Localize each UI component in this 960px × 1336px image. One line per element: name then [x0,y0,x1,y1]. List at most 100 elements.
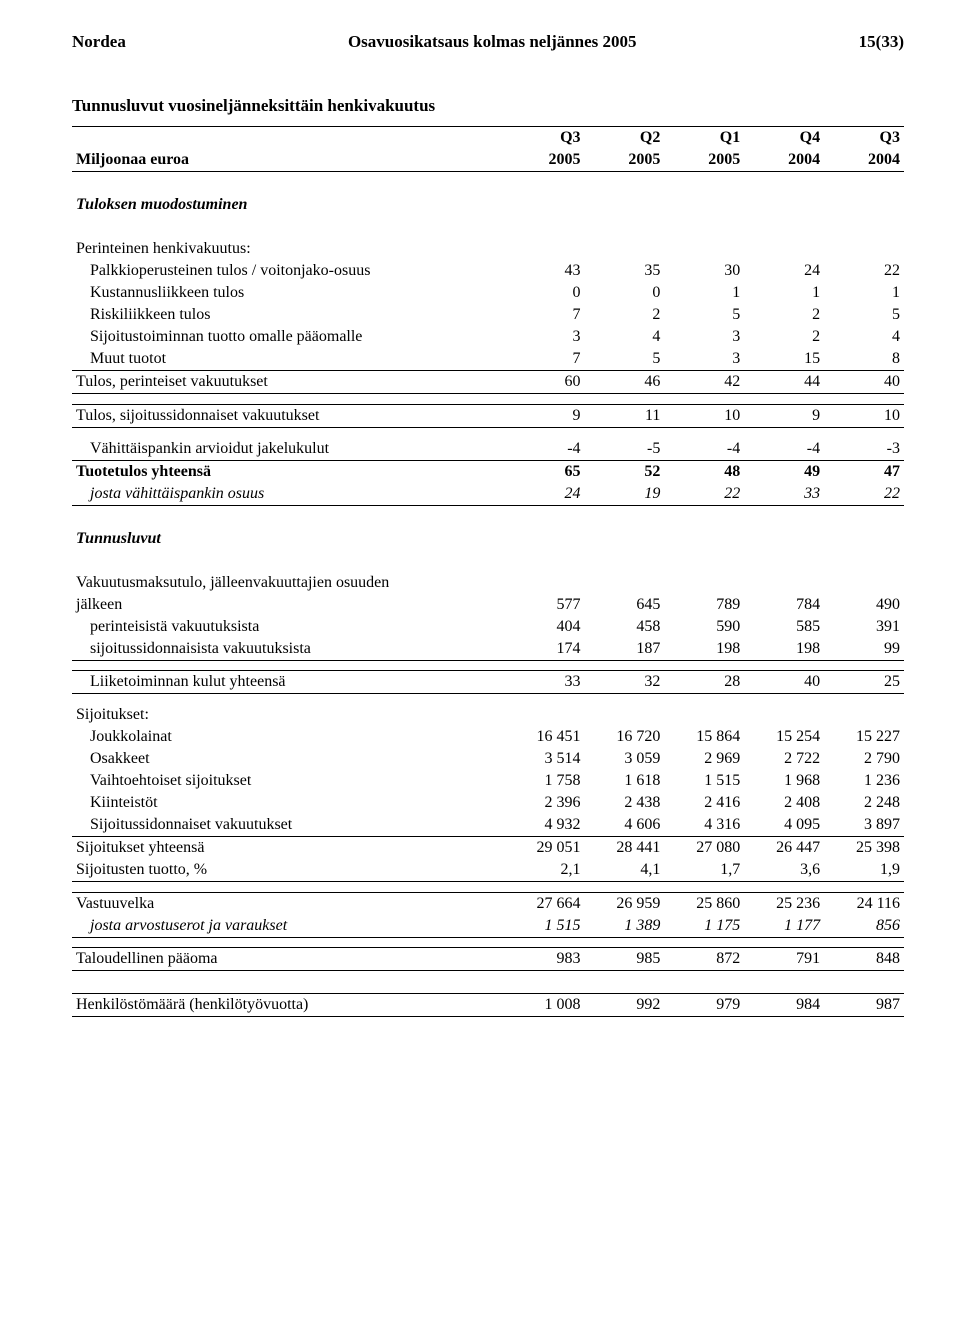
cell: 1 618 [585,770,665,792]
table-row: Tulos, sijoitussidonnaiset vakuutukset 9… [72,405,904,428]
cell: 25 860 [664,893,744,915]
table-row: Vähittäispankin arvioidut jakelukulut-4-… [72,438,904,461]
section-heading-label: Tunnusluvut [72,528,505,550]
header-right: 15(33) [859,32,904,52]
cell: 28 441 [585,837,665,859]
cell: 3 [505,326,585,348]
table-row: jälkeen 577 645 789 784 490 [72,594,904,616]
cell: 15 227 [824,726,904,748]
cell: 40 [744,671,824,694]
row-label: Henkilöstömäärä (henkilötyövuotta) [72,994,505,1017]
cell: 1 [664,282,744,304]
cell: 22 [824,260,904,282]
cell: 577 [505,594,585,616]
table-row: Joukkolainat16 45116 72015 86415 25415 2… [72,726,904,748]
cell: 4 606 [585,814,665,837]
row-label: Tulos, sijoitussidonnaiset vakuutukset [72,405,505,428]
cell: 3,6 [744,859,824,882]
table-row: Kustannusliikkeen tulos00111 [72,282,904,304]
cell: 2 790 [824,748,904,770]
cell: 391 [824,616,904,638]
row-label: Sijoitusten tuotto, % [72,859,505,882]
cell: 52 [585,461,665,483]
cell: 1 [744,282,824,304]
cell: 198 [744,638,824,661]
cell: 10 [664,405,744,428]
cell: 4 [824,326,904,348]
cell: 984 [744,994,824,1017]
table-row: sijoitussidonnaisista vakuutuksista17418… [72,638,904,661]
row-label: josta vähittäispankin osuus [72,483,505,506]
cell: 585 [744,616,824,638]
header-center: Osavuosikatsaus kolmas neljännes 2005 [348,32,637,52]
cell: 47 [824,461,904,483]
cell: 2 396 [505,792,585,814]
cell: 1 177 [744,915,824,938]
cell: 2 408 [744,792,824,814]
row-label: jälkeen [72,594,505,616]
cell: 3 897 [824,814,904,837]
table-row: Palkkioperusteinen tulos / voitonjako-os… [72,260,904,282]
col-year-2: 2005 [664,149,744,172]
cell: 1 515 [505,915,585,938]
page: Nordea Osavuosikatsaus kolmas neljännes … [0,0,960,1057]
cell: -4 [664,438,744,461]
subsection-label: Perinteinen henkivakuutus: [72,238,505,260]
cell: -4 [744,438,824,461]
cell: 1 236 [824,770,904,792]
subsection-label: Sijoitukset: [72,704,505,726]
col-q3b: Q3 [824,127,904,149]
cell: 7 [505,304,585,326]
table-row: perinteisistä vakuutuksista4044585905853… [72,616,904,638]
row-label: Riskiliikkeen tulos [72,304,505,326]
cell: 35 [585,260,665,282]
cell: 42 [664,371,744,394]
cell: 5 [664,304,744,326]
table-row: josta vähittäispankin osuus 24 19 22 33 … [72,483,904,506]
cell: 4 095 [744,814,824,837]
table-row: josta arvostuserot ja varaukset 1 515 1 … [72,915,904,938]
col-year-4: 2004 [824,149,904,172]
table-row: Liiketoiminnan kulut yhteensä 33 32 28 4… [72,671,904,694]
cell: 15 254 [744,726,824,748]
cell: 3 [664,326,744,348]
row-label: Taloudellinen pääoma [72,948,505,971]
section-heading: Tunnusluvut [72,528,904,550]
cell: 2 438 [585,792,665,814]
row-label: Liiketoiminnan kulut yhteensä [72,671,505,694]
row-label: Muut tuotot [72,348,505,371]
cell: -5 [585,438,665,461]
row-label: Kustannusliikkeen tulos [72,282,505,304]
table-row: Riskiliikkeen tulos72525 [72,304,904,326]
cell: 992 [585,994,665,1017]
row-label: Palkkioperusteinen tulos / voitonjako-os… [72,260,505,282]
cell: 1 515 [664,770,744,792]
cell: -3 [824,438,904,461]
cell: 4 316 [664,814,744,837]
cell: 2 [744,326,824,348]
cell: 2 416 [664,792,744,814]
cell: 198 [664,638,744,661]
cell: 5 [585,348,665,371]
cell: 32 [585,671,665,694]
cell: 983 [505,948,585,971]
cell: 2 [744,304,824,326]
cell: 3 [664,348,744,371]
cell: 44 [744,371,824,394]
cell: 22 [824,483,904,506]
cell: 1 [824,282,904,304]
table-row: Sijoitukset yhteensä 29 051 28 441 27 08… [72,837,904,859]
cell: 4,1 [585,859,665,882]
cell: 4 932 [505,814,585,837]
cell: 33 [505,671,585,694]
col-label: Miljoonaa euroa [72,149,505,172]
cell: 33 [744,483,824,506]
cell: 22 [664,483,744,506]
cell: 15 [744,348,824,371]
cell: 645 [585,594,665,616]
cell: 27 664 [505,893,585,915]
cell: 24 [505,483,585,506]
table-row: Vaihtoehtoiset sijoitukset1 7581 6181 51… [72,770,904,792]
col-q1: Q1 [664,127,744,149]
col-q4: Q4 [744,127,824,149]
